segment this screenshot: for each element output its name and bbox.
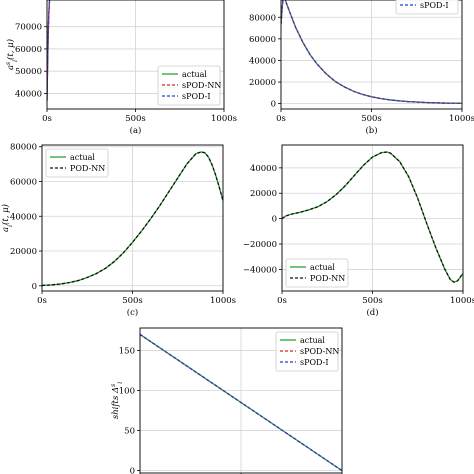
legend-e: actual sPOD-NN sPOD-I xyxy=(275,331,339,372)
series-group-e xyxy=(140,333,342,472)
y-tick-label: 50000 xyxy=(15,67,42,77)
legend-label: POD-NN xyxy=(310,274,345,283)
legend-label: sPOD-I xyxy=(300,358,328,367)
legend-label: actual xyxy=(182,70,207,79)
subplot-caption: (a) xyxy=(130,125,142,136)
y-axis-label: shifts Δsi xyxy=(110,382,124,419)
y-tick-label: 60000 xyxy=(10,178,37,188)
legend-label: actual xyxy=(70,153,95,162)
legend-label: actual xyxy=(310,263,335,272)
y-tick-label: 80000 xyxy=(249,13,276,23)
subplot-b: 0s 500s 1000s 0 20000 40000 60000 80000 (b) sPOD-… xyxy=(249,0,474,136)
y-tick-label: 80000 xyxy=(10,143,37,153)
subplot-e: 0 50 100 150 shifts Δsi actual sPOD-NN sPOD-I xyxy=(110,327,343,474)
legend-box xyxy=(157,65,221,106)
y-tick-label: 60000 xyxy=(15,45,42,55)
x-tick-label: 0s xyxy=(42,114,52,124)
legend-label: POD-NN xyxy=(70,164,105,173)
x-tick-label: 500s xyxy=(122,296,143,306)
x-tick-label: 1000s xyxy=(210,296,236,306)
subplot-caption: (b) xyxy=(365,125,377,136)
x-tick-label: 1000s xyxy=(211,114,237,124)
y-tick-label: 40000 xyxy=(250,164,277,174)
y-axis-label: asi(t, μ) xyxy=(5,39,19,70)
series-line-spod-i xyxy=(281,0,462,104)
x-tick-label: 1000s xyxy=(449,114,474,124)
subplot-d: 0s 500s 1000s −40000 −20000 0 20000 40000 (d) act… xyxy=(243,144,474,318)
y-tick-label: 20000 xyxy=(250,189,277,199)
subplot-caption: (c) xyxy=(127,307,138,318)
grid-b xyxy=(280,0,463,109)
y-tick-label: 20000 xyxy=(10,247,37,257)
legend-box xyxy=(285,258,349,288)
y-tick-label: 40000 xyxy=(15,89,42,99)
y-axis-label: ai(t, μ) xyxy=(0,204,14,232)
legend-b: sPOD-I xyxy=(395,0,459,15)
y-tick-label: 50 xyxy=(124,427,135,437)
subplot-caption: (d) xyxy=(366,307,378,318)
legend-label: sPOD-I xyxy=(182,92,210,101)
legend-box xyxy=(45,148,109,178)
legend-box xyxy=(395,0,459,15)
y-tick-label: 0 xyxy=(271,100,276,110)
legend-label: actual xyxy=(300,336,325,345)
legend-label: sPOD-NN xyxy=(300,347,339,356)
y-tick-label: 0 xyxy=(32,282,37,292)
x-tick-label: 1000s xyxy=(450,296,474,306)
series-line-spod-i xyxy=(140,333,342,472)
series-line-pod-nn xyxy=(42,151,223,287)
x-tick-label: 0s xyxy=(277,296,287,306)
subplot-c: 0s 500s 1000s 0 20000 40000 60000 80000 ai(t, μ)… xyxy=(0,143,236,318)
y-tick-label: 100 xyxy=(119,386,135,396)
y-tick-label: 20000 xyxy=(249,78,276,88)
legend-box xyxy=(275,331,339,372)
x-tick-label: 0s xyxy=(37,296,47,306)
series-group-c xyxy=(42,151,223,287)
legend-d: actual POD-NN xyxy=(285,258,349,288)
legend-label: sPOD-NN xyxy=(182,81,221,90)
series-line-pod-nn xyxy=(282,151,463,283)
series-group-d xyxy=(282,151,463,283)
y-tick-label: 0 xyxy=(130,467,135,474)
legend-a: actual sPOD-NN sPOD-I xyxy=(157,65,221,106)
subplot-a: 0s 500s 1000s 40000 50000 60000 70000 asi(t, μ)… xyxy=(5,0,237,136)
legend-label: sPOD-I xyxy=(420,1,448,10)
y-tick-label: 40000 xyxy=(249,56,276,66)
y-tick-label: −20000 xyxy=(243,240,277,250)
legend-c: actual POD-NN xyxy=(45,148,109,178)
x-tick-label: 500s xyxy=(125,114,146,124)
y-tick-label: −40000 xyxy=(243,265,277,275)
y-tick-label: 0 xyxy=(272,215,277,225)
x-tick-label: 500s xyxy=(361,114,382,124)
y-tick-label: 70000 xyxy=(15,23,42,33)
x-tick-label: 500s xyxy=(362,296,383,306)
y-tick-label: 150 xyxy=(119,346,135,356)
y-tick-label: 60000 xyxy=(249,35,276,45)
y-tick-label: 40000 xyxy=(10,212,37,222)
series-group-b xyxy=(281,0,462,104)
x-tick-label: 0s xyxy=(276,114,286,124)
